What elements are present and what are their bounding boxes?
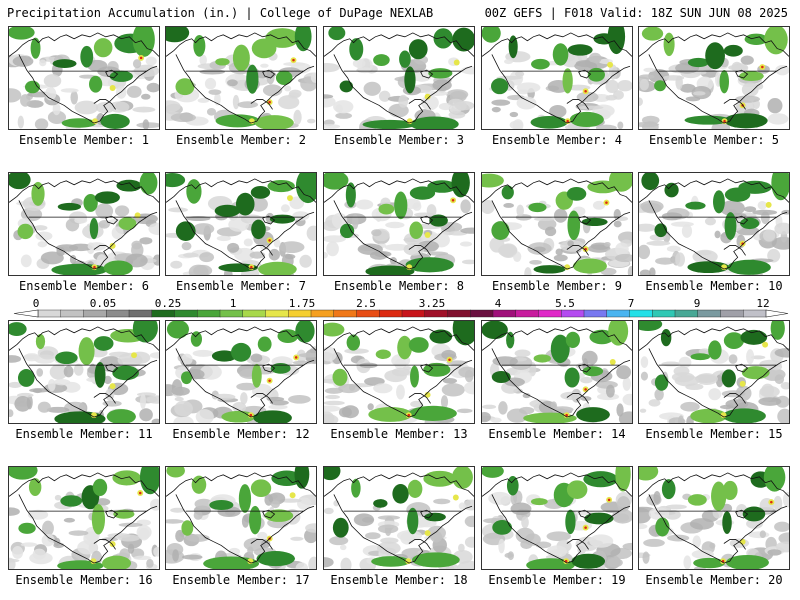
colorbar-swatch	[743, 309, 767, 318]
ensemble-member-label: Ensemble Member: 7	[175, 279, 307, 293]
ensemble-member-label: Ensemble Member: 11	[15, 427, 153, 441]
colorbar-tick-label: 9	[694, 298, 701, 310]
colorbar-tick-label: 3.25	[419, 298, 446, 310]
colorbar-swatch	[629, 309, 653, 318]
colorbar-swatch	[515, 309, 539, 318]
ensemble-member-map	[638, 26, 790, 130]
ensemble-member-map	[323, 320, 475, 424]
colorbar-swatch	[401, 309, 426, 318]
colorbar-tick-label: 2.5	[356, 298, 376, 310]
ensemble-member-map	[165, 26, 317, 130]
model-run-info: 00Z GEFS | F018 Valid: 18Z SUN JUN 08 20…	[484, 6, 788, 20]
colorbar-swatch	[83, 309, 107, 318]
colorbar-swatch	[424, 309, 448, 318]
colorbar-tick-label: 0	[33, 298, 40, 310]
colorbar-swatch	[470, 309, 494, 318]
ensemble-member-label: Ensemble Member: 5	[648, 133, 780, 147]
colorbar-tick-label: 12	[756, 298, 769, 310]
colorbar-swatch	[333, 309, 357, 318]
colorbar-swatch	[106, 309, 130, 318]
ensemble-member-map	[165, 320, 317, 424]
ensemble-member-label: Ensemble Member: 8	[333, 279, 465, 293]
ensemble-member-map	[165, 172, 317, 276]
colorbar-swatch	[174, 309, 198, 318]
ensemble-member-label: Ensemble Member: 12	[172, 427, 310, 441]
colorbar-tick-label: 1	[230, 298, 237, 310]
colorbar-swatch	[652, 309, 676, 318]
ensemble-member-map	[165, 466, 317, 570]
ensemble-member-label: Ensemble Member: 16	[15, 573, 153, 587]
colorbar-tick-label: 7	[628, 298, 635, 310]
colorbar-max-arrow	[765, 309, 789, 318]
ensemble-member-map	[8, 466, 160, 570]
colorbar-swatch	[606, 309, 630, 318]
ensemble-member-map	[638, 466, 790, 570]
ensemble-member-map	[323, 172, 475, 276]
colorbar-tick-label: 0.05	[90, 298, 117, 310]
colorbar-swatch	[37, 309, 62, 318]
colorbar-swatch	[492, 309, 517, 318]
colorbar-swatch	[197, 309, 221, 318]
colorbar-swatch	[242, 309, 266, 318]
colorbar-swatch	[310, 309, 335, 318]
ensemble-member-map	[638, 320, 790, 424]
colorbar-swatch	[697, 309, 721, 318]
ensemble-member-label: Ensemble Member: 3	[333, 133, 465, 147]
ensemble-member-label: Ensemble Member: 10	[645, 279, 783, 293]
colorbar-swatch	[538, 309, 562, 318]
ensemble-member-label: Ensemble Member: 19	[488, 573, 626, 587]
ensemble-member-map	[481, 466, 633, 570]
colorbar-swatch	[447, 309, 471, 318]
colorbar-swatch	[151, 309, 175, 318]
colorbar-min-arrow	[13, 309, 39, 318]
ensemble-member-label: Ensemble Member: 20	[645, 573, 783, 587]
ensemble-member-map	[323, 26, 475, 130]
ensemble-member-label: Ensemble Member: 15	[645, 427, 783, 441]
ensemble-member-map	[8, 320, 160, 424]
ensemble-member-map	[8, 172, 160, 276]
precipitation-colorbar: 0 0.05 0.25 1 1.75 2.5 3.25 4 5.5 7 9 12	[13, 298, 789, 318]
ensemble-member-map	[638, 172, 790, 276]
ensemble-member-map	[481, 172, 633, 276]
colorbar-swatch	[288, 309, 312, 318]
ensemble-member-label: Ensemble Member: 2	[175, 133, 307, 147]
ensemble-member-label: Ensemble Member: 18	[330, 573, 468, 587]
colorbar-swatch	[219, 309, 244, 318]
colorbar-swatch	[561, 309, 585, 318]
ensemble-member-map	[8, 26, 160, 130]
ensemble-member-label: Ensemble Member: 9	[491, 279, 623, 293]
colorbar-swatch	[128, 309, 153, 318]
colorbar-tick-label: 5.5	[555, 298, 575, 310]
colorbar-swatch	[674, 309, 699, 318]
ensemble-member-label: Ensemble Member: 6	[18, 279, 150, 293]
ensemble-member-label: Ensemble Member: 1	[18, 133, 150, 147]
ensemble-member-label: Ensemble Member: 17	[172, 573, 310, 587]
ensemble-member-label: Ensemble Member: 13	[330, 427, 468, 441]
colorbar-swatch	[583, 309, 608, 318]
colorbar-tick-label: 0.25	[155, 298, 182, 310]
colorbar-swatch	[720, 309, 744, 318]
ensemble-member-label: Ensemble Member: 4	[491, 133, 623, 147]
colorbar-swatch	[379, 309, 403, 318]
ensemble-member-map	[323, 466, 475, 570]
ensemble-member-map	[481, 26, 633, 130]
ensemble-member-label: Ensemble Member: 14	[488, 427, 626, 441]
colorbar-tick-label: 1.75	[289, 298, 316, 310]
colorbar-swatch	[60, 309, 84, 318]
map-title: Precipitation Accumulation (in.) | Colle…	[7, 6, 434, 20]
ensemble-member-map	[481, 320, 633, 424]
colorbar-swatch	[356, 309, 380, 318]
colorbar-swatch	[265, 309, 289, 318]
colorbar-tick-label: 4	[495, 298, 502, 310]
